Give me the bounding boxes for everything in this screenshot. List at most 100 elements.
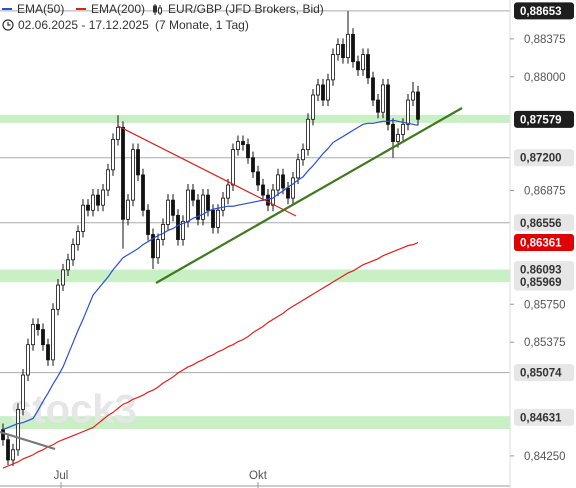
y-tick-label: 0,85750 xyxy=(524,299,566,311)
legend-entry: EMA(50) xyxy=(17,2,64,16)
candle-body xyxy=(291,177,295,199)
candle-body xyxy=(211,209,215,228)
price-label-box xyxy=(514,234,574,252)
trend-line-gray xyxy=(0,430,56,451)
candle-body xyxy=(76,231,80,246)
price-label: 0,86556 xyxy=(520,218,562,230)
candle-body xyxy=(276,174,280,191)
candle-body xyxy=(156,239,160,259)
candle-body xyxy=(296,159,300,179)
trend-line-red xyxy=(117,125,297,217)
legend: EMA(50) EMA(200) EUR/GBP (JFD Brokers, B… xyxy=(2,2,324,32)
candle-body xyxy=(1,429,5,441)
price-label-box xyxy=(514,408,574,426)
candle-body xyxy=(251,157,255,173)
price-label: 0,85074 xyxy=(520,368,562,380)
price-label: 0,84631 xyxy=(520,412,562,424)
watermark: stock3 xyxy=(10,388,137,432)
candle-body xyxy=(46,344,50,361)
candle-body xyxy=(411,91,415,101)
candle-body xyxy=(121,126,125,220)
candle-body xyxy=(246,144,250,159)
candle-body xyxy=(216,209,220,228)
price-label-box xyxy=(514,364,574,382)
price-label: 0,87579 xyxy=(520,114,562,126)
price-label-box xyxy=(514,110,574,128)
candle-body xyxy=(171,199,175,216)
price-label-box xyxy=(514,149,574,167)
candle-body xyxy=(286,187,290,199)
candle-body xyxy=(26,344,30,376)
candle-body xyxy=(301,149,305,161)
candle-body xyxy=(96,194,100,206)
candle-body xyxy=(201,194,205,220)
candle-body xyxy=(331,54,335,81)
marks-layer xyxy=(1,11,420,469)
candle-body xyxy=(361,54,365,71)
clock-hands xyxy=(7,22,11,26)
y-tick-label: 0,88375 xyxy=(524,34,566,46)
candle-body xyxy=(321,84,325,101)
ema-line xyxy=(2,119,419,431)
candle-body xyxy=(351,33,355,63)
candle-icon xyxy=(153,4,162,15)
candle-body xyxy=(341,44,345,59)
candle-body xyxy=(36,324,40,330)
background-layer xyxy=(0,10,510,430)
candle-body xyxy=(81,204,85,232)
candle-body xyxy=(71,244,75,261)
candle-body xyxy=(86,204,90,211)
candle-body xyxy=(356,61,360,71)
candle-body xyxy=(281,174,285,189)
candle-body xyxy=(141,174,145,211)
chart-period: (7 Monate, 1 Tag) xyxy=(155,18,249,32)
support-zone xyxy=(0,269,510,283)
candle-body xyxy=(116,126,120,140)
candle-body xyxy=(241,141,245,145)
x-tick-label: Jul xyxy=(54,470,69,482)
price-label-box xyxy=(514,2,574,20)
candle-body xyxy=(311,94,315,120)
support-zone xyxy=(0,416,510,430)
candle-body xyxy=(206,194,210,211)
candle-body xyxy=(376,99,380,113)
candle-body xyxy=(181,220,185,240)
candle-body xyxy=(136,149,140,176)
y-tick-label: 0,84250 xyxy=(524,451,566,463)
candle-body xyxy=(146,209,150,235)
chart-title: EUR/GBP (JFD Brokers, Bid) xyxy=(168,2,324,16)
x-tick-label: Okt xyxy=(249,470,268,482)
candle-body xyxy=(306,118,310,151)
candle-body xyxy=(131,149,135,201)
y-tick-label: 0,88000 xyxy=(524,72,566,84)
candle-body xyxy=(256,171,260,186)
price-label: 0,86361 xyxy=(520,238,562,250)
candle-body xyxy=(326,79,330,101)
candle-body xyxy=(176,214,180,240)
candle-body xyxy=(391,123,395,142)
price-label: 0,86093 xyxy=(520,265,562,277)
candle-body xyxy=(381,84,385,113)
price-label: 0,85969 xyxy=(520,277,562,289)
y-tick-label: 0,85375 xyxy=(524,337,566,349)
candle-body xyxy=(191,189,195,201)
candle-body xyxy=(111,139,115,171)
candle-body xyxy=(221,197,225,211)
candle-body xyxy=(226,184,230,199)
candle-body xyxy=(371,77,375,101)
candle-body xyxy=(236,141,240,151)
candle-body xyxy=(266,194,270,206)
candle-body xyxy=(166,199,170,225)
price-label: 0,88653 xyxy=(520,6,562,18)
candle-body xyxy=(16,408,20,451)
candle-body xyxy=(161,224,165,240)
candle-body xyxy=(231,149,235,186)
candle-body xyxy=(316,84,320,96)
candle-body xyxy=(126,199,130,220)
ema-line xyxy=(2,242,419,469)
candle-body xyxy=(406,99,410,125)
chart-subtitle: 02.06.2025 - 17.12.2025 xyxy=(18,18,149,32)
candle-body xyxy=(336,44,340,55)
